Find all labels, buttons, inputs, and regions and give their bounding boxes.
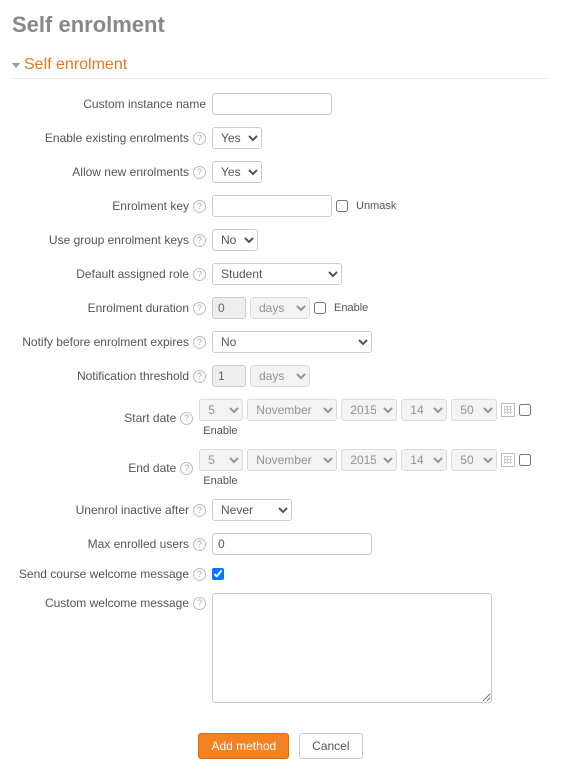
enrolment-key-input[interactable] <box>212 195 332 217</box>
help-icon[interactable]: ? <box>193 597 206 610</box>
help-icon[interactable]: ? <box>193 370 206 383</box>
enable-existing-select[interactable]: Yes <box>212 127 262 149</box>
label-custom-instance-name: Custom instance name <box>83 97 206 111</box>
start-date-minute-select: 50 <box>451 399 497 421</box>
end-date-enable-checkbox[interactable] <box>519 454 531 466</box>
label-notify-before-expire: Notify before enrolment expires <box>22 335 189 349</box>
cancel-button[interactable]: Cancel <box>299 733 362 759</box>
notification-threshold-value-input <box>212 365 246 387</box>
label-use-group-keys: Use group enrolment keys <box>49 233 189 247</box>
help-icon[interactable]: ? <box>180 412 193 425</box>
calendar-icon[interactable] <box>501 403 515 417</box>
label-enable-existing: Enable existing enrolments <box>45 131 189 145</box>
start-date-enable-checkbox[interactable] <box>519 404 531 416</box>
help-icon[interactable]: ? <box>193 302 206 315</box>
end-date-hour-select: 14 <box>401 449 447 471</box>
help-icon[interactable]: ? <box>193 504 206 517</box>
label-max-enrolled: Max enrolled users <box>88 537 189 551</box>
help-icon[interactable]: ? <box>193 234 206 247</box>
notify-before-expire-select[interactable]: No <box>212 331 372 353</box>
help-icon[interactable]: ? <box>193 568 206 581</box>
unmask-checkbox[interactable] <box>336 200 348 212</box>
help-icon[interactable]: ? <box>193 268 206 281</box>
unmask-label: Unmask <box>356 200 396 212</box>
send-welcome-checkbox[interactable] <box>212 568 224 580</box>
label-unenrol-inactive: Unenrol inactive after <box>76 503 189 517</box>
start-date-enable-label: Enable <box>203 425 237 437</box>
help-icon[interactable]: ? <box>193 132 206 145</box>
start-date-day-select: 5 <box>199 399 243 421</box>
custom-instance-name-input[interactable] <box>212 93 332 115</box>
page-title: Self enrolment <box>12 12 549 38</box>
label-send-welcome: Send course welcome message <box>19 567 189 581</box>
label-start-date: Start date <box>124 411 176 425</box>
label-end-date: End date <box>128 461 176 475</box>
end-date-minute-select: 50 <box>451 449 497 471</box>
end-date-month-select: November <box>247 449 337 471</box>
label-enrolment-duration: Enrolment duration <box>88 301 189 315</box>
help-icon[interactable]: ? <box>193 336 206 349</box>
enrolment-duration-enable-checkbox[interactable] <box>314 302 326 314</box>
help-icon[interactable]: ? <box>193 538 206 551</box>
enrolment-duration-value-input <box>212 297 246 319</box>
notification-threshold-unit-select: days <box>250 365 310 387</box>
enrolment-duration-enable-label: Enable <box>334 302 368 314</box>
max-enrolled-input[interactable] <box>212 533 372 555</box>
collapse-caret-icon <box>12 63 20 68</box>
label-custom-welcome: Custom welcome message <box>45 596 189 610</box>
label-notification-threshold: Notification threshold <box>77 369 189 383</box>
help-icon[interactable]: ? <box>180 462 193 475</box>
start-date-month-select: November <box>247 399 337 421</box>
use-group-keys-select[interactable]: No <box>212 229 258 251</box>
help-icon[interactable]: ? <box>193 166 206 179</box>
label-allow-new: Allow new enrolments <box>72 165 189 179</box>
label-default-role: Default assigned role <box>76 267 189 281</box>
custom-welcome-textarea[interactable] <box>212 593 492 703</box>
end-date-day-select: 5 <box>199 449 243 471</box>
end-date-year-select: 2015 <box>341 449 397 471</box>
calendar-icon[interactable] <box>501 453 515 467</box>
start-date-hour-select: 14 <box>401 399 447 421</box>
help-icon[interactable]: ? <box>193 200 206 213</box>
start-date-year-select: 2015 <box>341 399 397 421</box>
allow-new-select[interactable]: Yes <box>212 161 262 183</box>
default-role-select[interactable]: Student <box>212 263 342 285</box>
unenrol-inactive-select[interactable]: Never <box>212 499 292 521</box>
label-enrolment-key: Enrolment key <box>112 199 189 213</box>
section-header-self-enrolment[interactable]: Self enrolment <box>12 56 549 79</box>
enrolment-duration-unit-select: days <box>250 297 310 319</box>
section-title: Self enrolment <box>24 56 127 74</box>
add-method-button[interactable]: Add method <box>198 733 289 759</box>
end-date-enable-label: Enable <box>203 475 237 487</box>
